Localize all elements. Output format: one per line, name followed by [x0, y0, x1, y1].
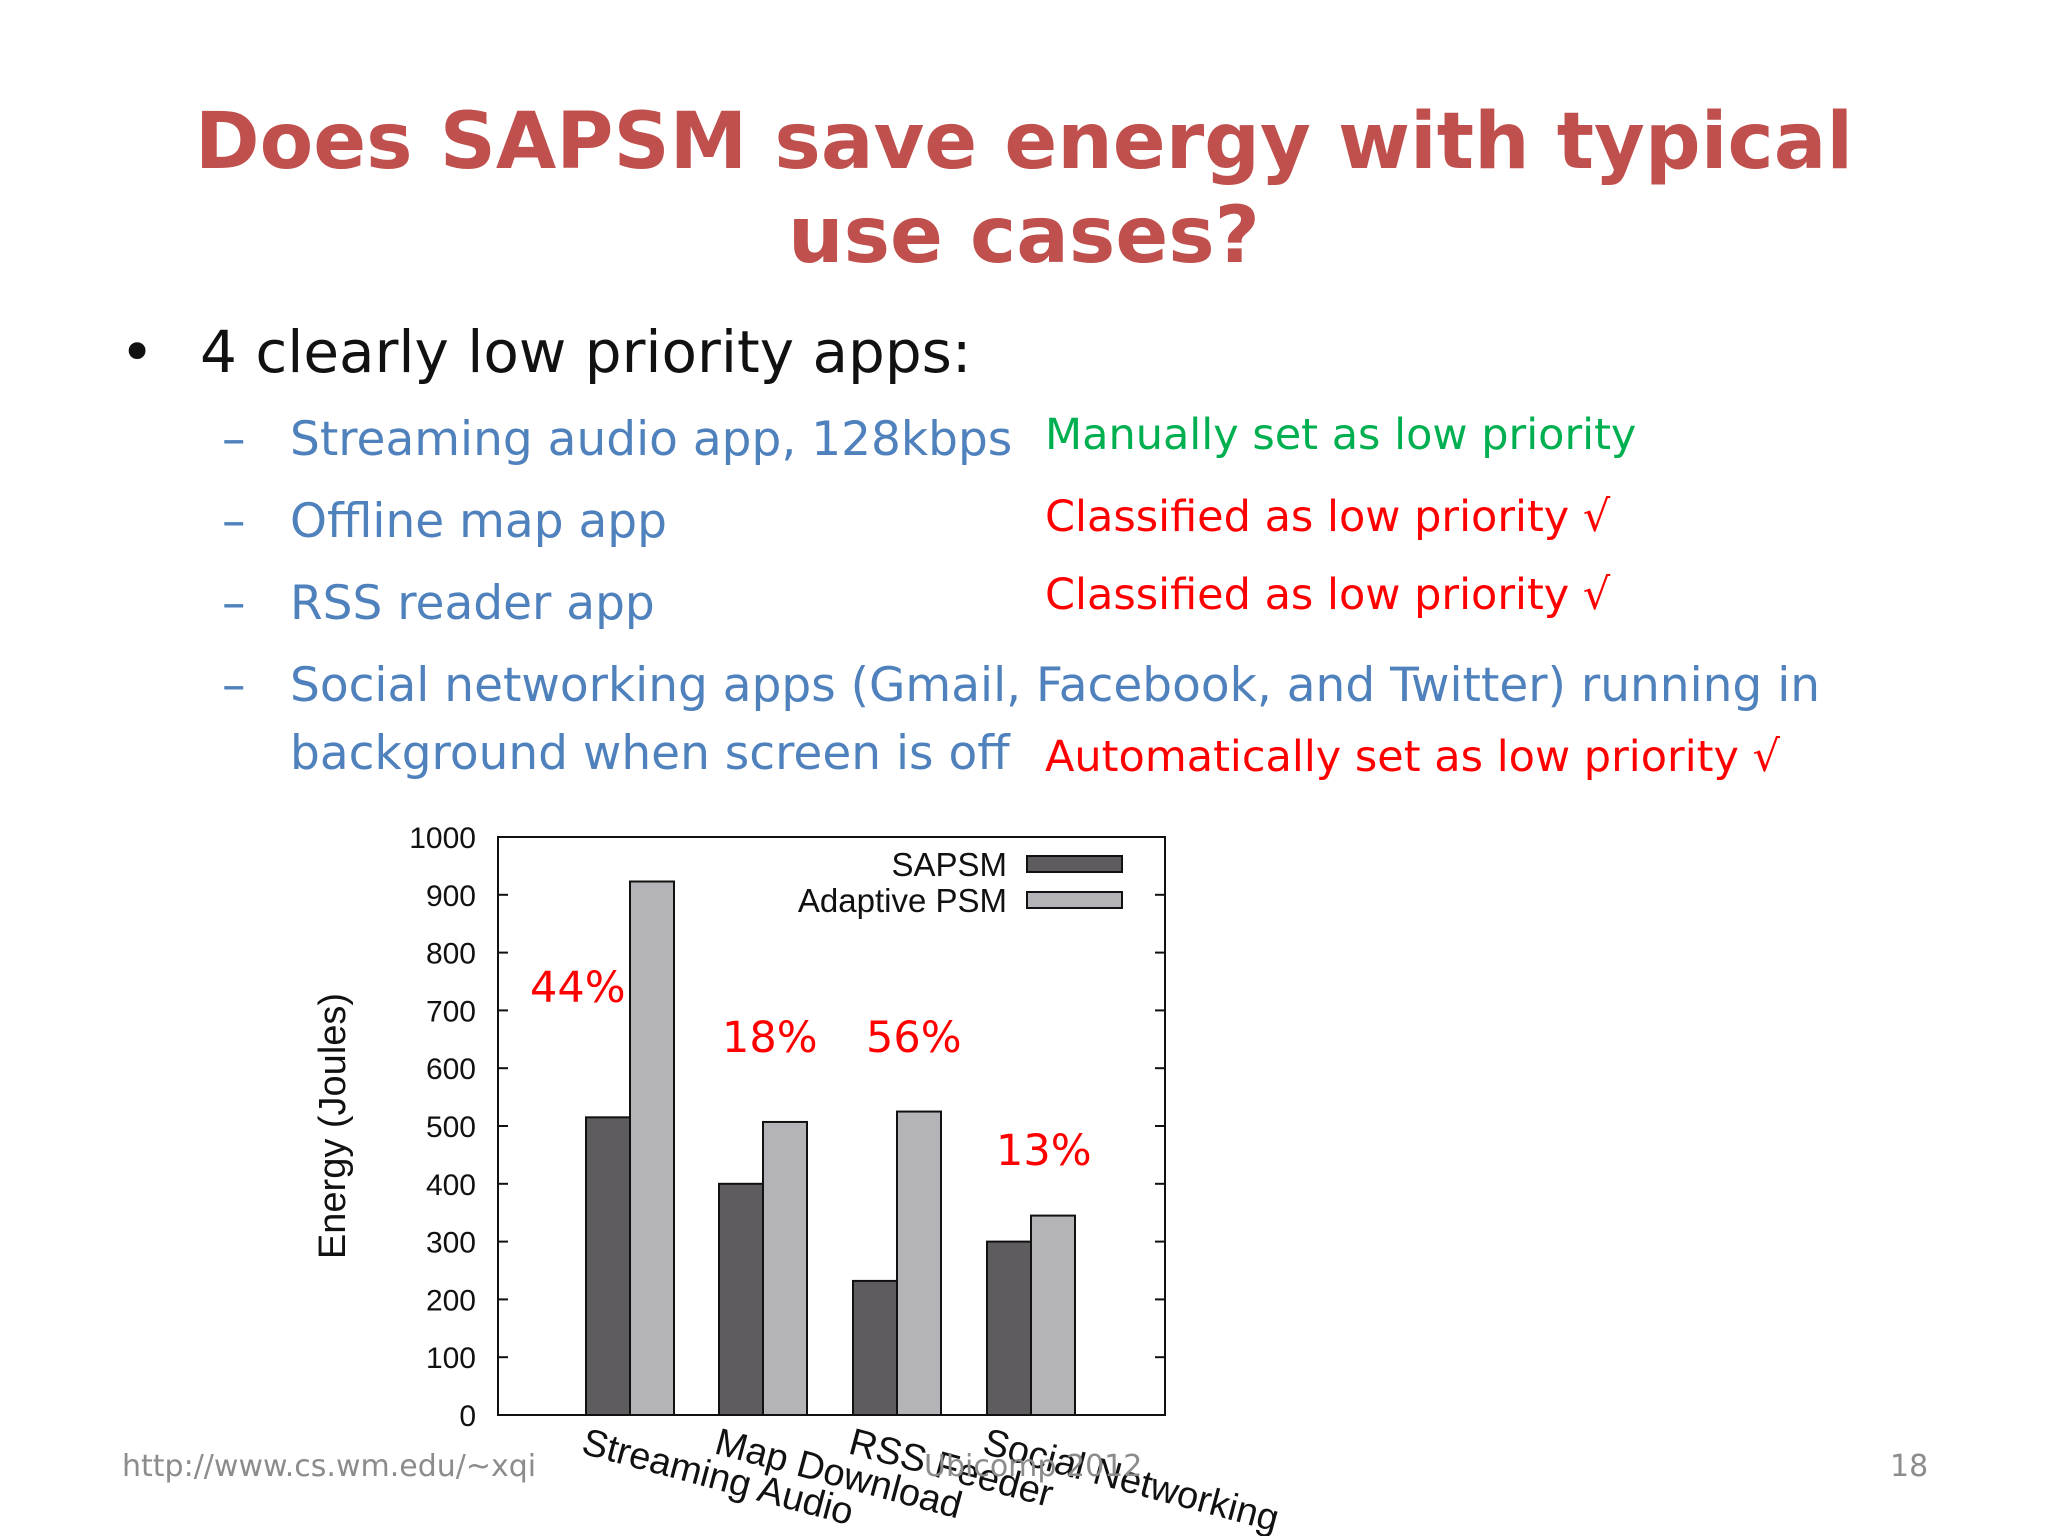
percent-annotation: 44% — [530, 963, 626, 1013]
y-tick-label: 800 — [426, 938, 476, 971]
bar-adaptive-psm — [896, 1110, 942, 1417]
y-tick-label: 700 — [426, 995, 476, 1028]
bar-sapsm — [986, 1240, 1032, 1416]
legend-label: SAPSM — [891, 846, 1007, 883]
y-tick-label: 400 — [426, 1169, 476, 1202]
bar-sapsm — [852, 1279, 898, 1417]
legend-swatch — [1026, 855, 1123, 873]
y-tick-label: 900 — [426, 880, 476, 913]
sub-text-line-1: Social networking apps (Gmail, Facebook,… — [290, 658, 1821, 713]
footer-venue: Ubicomp 2012 — [924, 1449, 1143, 1484]
y-axis-label: Energy (Joules) — [312, 993, 354, 1259]
note-streaming: Manually set as low priority — [1045, 410, 1637, 460]
sub-dash: – — [222, 494, 246, 549]
sub-dash: – — [222, 658, 246, 713]
note-map: Classified as low priority √ — [1045, 492, 1611, 542]
sub-text: Offline map app — [290, 494, 667, 549]
bar-adaptive-psm — [1030, 1214, 1076, 1416]
footer-page-number: 18 — [1890, 1449, 1929, 1484]
note-social: Automatically set as low priority √ — [1045, 732, 1781, 782]
percent-annotation: 56% — [866, 1013, 962, 1063]
y-tick-label: 0 — [459, 1400, 476, 1433]
note-rss: Classified as low priority √ — [1045, 570, 1611, 620]
y-tick-label: 200 — [426, 1284, 476, 1317]
sub-dash: – — [222, 412, 246, 467]
percent-annotation: 18% — [722, 1013, 818, 1063]
footer-url: http://www.cs.wm.edu/~xqi — [122, 1449, 537, 1484]
bar-sapsm — [585, 1116, 631, 1416]
legend-swatch — [1026, 891, 1123, 909]
slide-title: Does SAPSM save energy with typical use … — [100, 95, 1948, 283]
bar-sapsm — [718, 1182, 764, 1417]
bullet-text: 4 clearly low priority apps: — [200, 318, 972, 386]
legend-label: Adaptive PSM — [798, 882, 1007, 919]
title-line-1: Does SAPSM save energy with typical — [194, 97, 1854, 187]
percent-annotation: 13% — [996, 1126, 1092, 1176]
sub-text: Streaming audio app, 128kbps — [290, 412, 1013, 467]
sub-dash: – — [222, 576, 246, 631]
y-tick-label: 600 — [426, 1053, 476, 1086]
y-tick-label: 300 — [426, 1227, 476, 1260]
bullet-dot: • — [120, 318, 155, 386]
title-line-2: use cases? — [788, 191, 1260, 281]
bar-adaptive-psm — [762, 1120, 808, 1416]
y-tick-label: 1000 — [409, 822, 476, 855]
bar-adaptive-psm — [629, 880, 675, 1416]
sub-text: RSS reader app — [290, 576, 655, 631]
y-tick-label: 100 — [426, 1342, 476, 1375]
y-tick-label: 500 — [426, 1111, 476, 1144]
sub-text-line-2: background when screen is off — [290, 726, 1010, 781]
